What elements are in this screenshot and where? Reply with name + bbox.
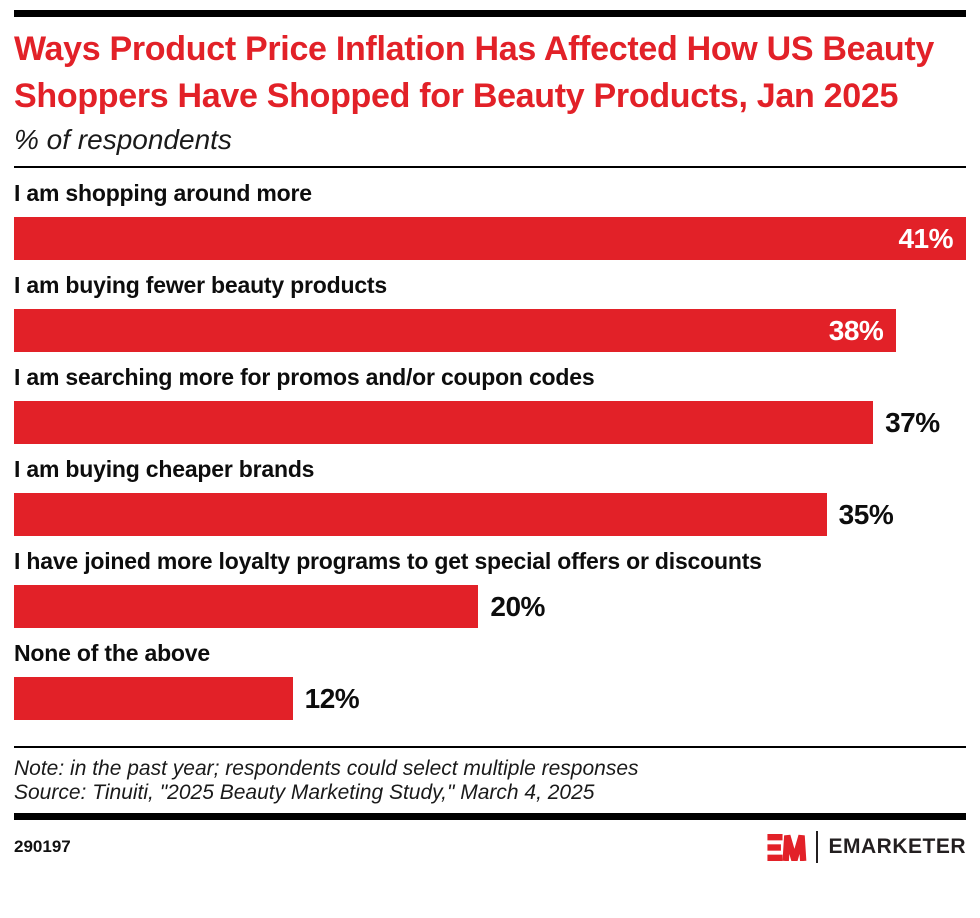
value-label: 41% xyxy=(898,222,953,254)
bar xyxy=(14,585,479,628)
footnotes: Note: in the past year; respondents coul… xyxy=(14,757,966,805)
chart-row: I am buying fewer beauty products 38% xyxy=(14,270,966,352)
bar xyxy=(14,677,293,720)
category-label: I have joined more loyalty programs to g… xyxy=(14,548,762,574)
bar-track: 12% xyxy=(14,677,966,720)
note-text: Note: in the past year; respondents coul… xyxy=(14,757,639,780)
value-label: 35% xyxy=(838,498,894,530)
category-label: I am shopping around more xyxy=(14,180,312,206)
brand-wordmark: EMARKETER xyxy=(828,835,966,858)
bar: 41% xyxy=(14,217,966,260)
bar-track: 20% xyxy=(14,585,966,628)
chart-page: Ways Product Price Inflation Has Affecte… xyxy=(14,10,966,863)
value-label: 37% xyxy=(885,406,940,438)
value-label: 20% xyxy=(490,590,545,622)
brand-logo: EMARKETER xyxy=(766,831,966,863)
chart-row: I have joined more loyalty programs to g… xyxy=(14,546,966,628)
logo-divider xyxy=(816,831,819,863)
category-label: I am buying fewer beauty products xyxy=(14,272,387,298)
category-label: None of the above xyxy=(14,640,210,666)
bar-track: 35% xyxy=(14,493,966,536)
category-label: I am searching more for promos and/or co… xyxy=(14,364,595,390)
source-text: Source: Tinuiti, "2025 Beauty Marketing … xyxy=(14,781,595,804)
chart-title: Ways Product Price Inflation Has Affecte… xyxy=(14,30,934,115)
category-label: I am buying cheaper brands xyxy=(14,456,315,482)
footnote-divider xyxy=(14,746,966,748)
header-divider xyxy=(14,166,966,168)
value-label: 38% xyxy=(828,314,884,346)
bar-track: 38% xyxy=(14,309,966,352)
bar xyxy=(14,493,827,536)
chart-subtitle: % of respondents xyxy=(14,124,232,155)
bar-track: 41% xyxy=(14,217,966,260)
emarketer-monogram-icon xyxy=(767,833,807,861)
footer-rule xyxy=(14,813,966,820)
chart-row: I am buying cheaper brands 35% xyxy=(14,454,966,536)
bar: 38% xyxy=(14,309,897,352)
top-rule xyxy=(14,10,966,17)
footer: 290197 EMARKETER xyxy=(14,831,966,863)
chart-row: None of the above 12% xyxy=(14,638,966,720)
chart-row: I am searching more for promos and/or co… xyxy=(14,362,966,444)
bar-track: 37% xyxy=(14,401,966,444)
chart-number: 290197 xyxy=(14,837,71,856)
bar xyxy=(14,401,874,444)
chart-row: I am shopping around more 41% xyxy=(14,178,966,260)
value-label: 12% xyxy=(304,682,360,714)
bar-chart: I am shopping around more 41% I am buying … xyxy=(14,178,966,720)
